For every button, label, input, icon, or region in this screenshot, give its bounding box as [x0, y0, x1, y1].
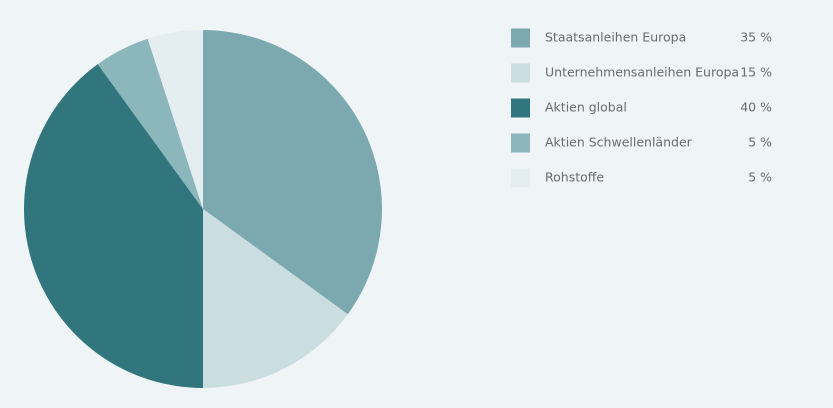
legend-label: Aktien Schwellenländer — [545, 135, 693, 150]
pie-slice — [97, 38, 203, 210]
pie-slice — [147, 30, 203, 209]
legend-label: Aktien global — [545, 100, 627, 115]
legend-swatch — [511, 28, 530, 48]
legend-swatch — [511, 133, 530, 153]
legend-label: Rohstoffe — [545, 170, 604, 185]
legend-value: 40 % — [740, 100, 772, 115]
pie-slice — [24, 64, 204, 388]
legend-swatch — [511, 98, 530, 118]
legend-label: Unternehmensanleihen Europa — [545, 65, 739, 80]
legend-value: 5 % — [748, 135, 772, 150]
legend-swatch — [511, 63, 530, 83]
legend-value: 35 % — [740, 30, 772, 45]
legend-value: 5 % — [748, 170, 772, 185]
legend-value: 15 % — [740, 65, 772, 80]
pie-slice — [203, 209, 348, 388]
legend-swatch — [511, 168, 530, 188]
legend-label: Staatsanleihen Europa — [545, 30, 686, 45]
pie-slice — [203, 30, 382, 315]
